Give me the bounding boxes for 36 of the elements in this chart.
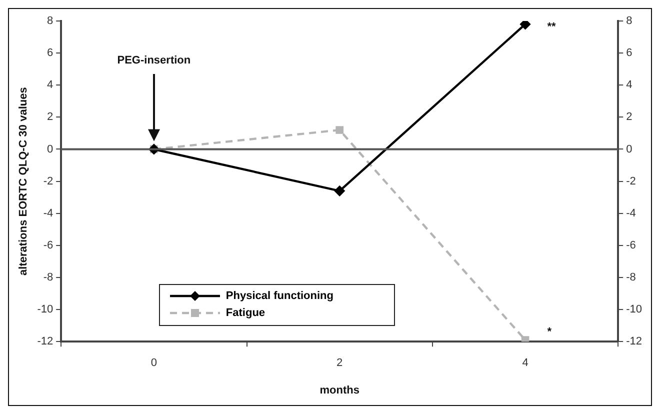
y-tick-label: -10 [37, 304, 54, 316]
y-tick-label: 4 [46, 79, 54, 92]
legend-label: Physical functioning [226, 290, 334, 302]
y2-tick-label: -4 [626, 207, 636, 220]
point [334, 186, 345, 196]
y2-tick-label: -12 [626, 336, 642, 348]
y-axis-title: alterations EORTC QLQ-C 30 values [18, 87, 30, 276]
y-tick-label: 8 [46, 15, 54, 28]
y-tick-label: -6 [43, 239, 54, 252]
y-tick-label: -4 [43, 207, 54, 220]
annotation: * [547, 326, 552, 338]
y2-tick-label: 6 [626, 47, 632, 60]
y2-tick-label: 2 [626, 111, 632, 124]
y-tick-label: -2 [43, 175, 54, 188]
x-tick-label: 4 [522, 357, 528, 370]
point [521, 336, 530, 342]
y2-tick-label: -8 [626, 272, 636, 284]
y-tick-label: 2 [46, 111, 54, 124]
y2-tick-label: 8 [626, 15, 632, 28]
y-tick-label: 0 [46, 143, 54, 156]
x-axis-title: months [320, 384, 360, 396]
y-tick-label: 6 [46, 47, 54, 60]
x-tick-label: 2 [336, 357, 343, 370]
point [336, 126, 344, 134]
y2-tick-label: -2 [626, 175, 636, 188]
annotation: ** [547, 21, 557, 34]
y-tick-label: -12 [37, 336, 54, 348]
y2-tick-label: -6 [626, 239, 636, 252]
annotation: PEG-insertion [117, 54, 191, 67]
y2-tick-label: 0 [626, 143, 632, 156]
y2-tick-label: 4 [626, 79, 632, 92]
y2-tick-label: -10 [626, 304, 642, 316]
y-tick-label: -8 [43, 272, 54, 284]
x-tick-label: 0 [150, 357, 157, 370]
point [520, 21, 530, 30]
legend-label: Fatigue [226, 307, 266, 320]
